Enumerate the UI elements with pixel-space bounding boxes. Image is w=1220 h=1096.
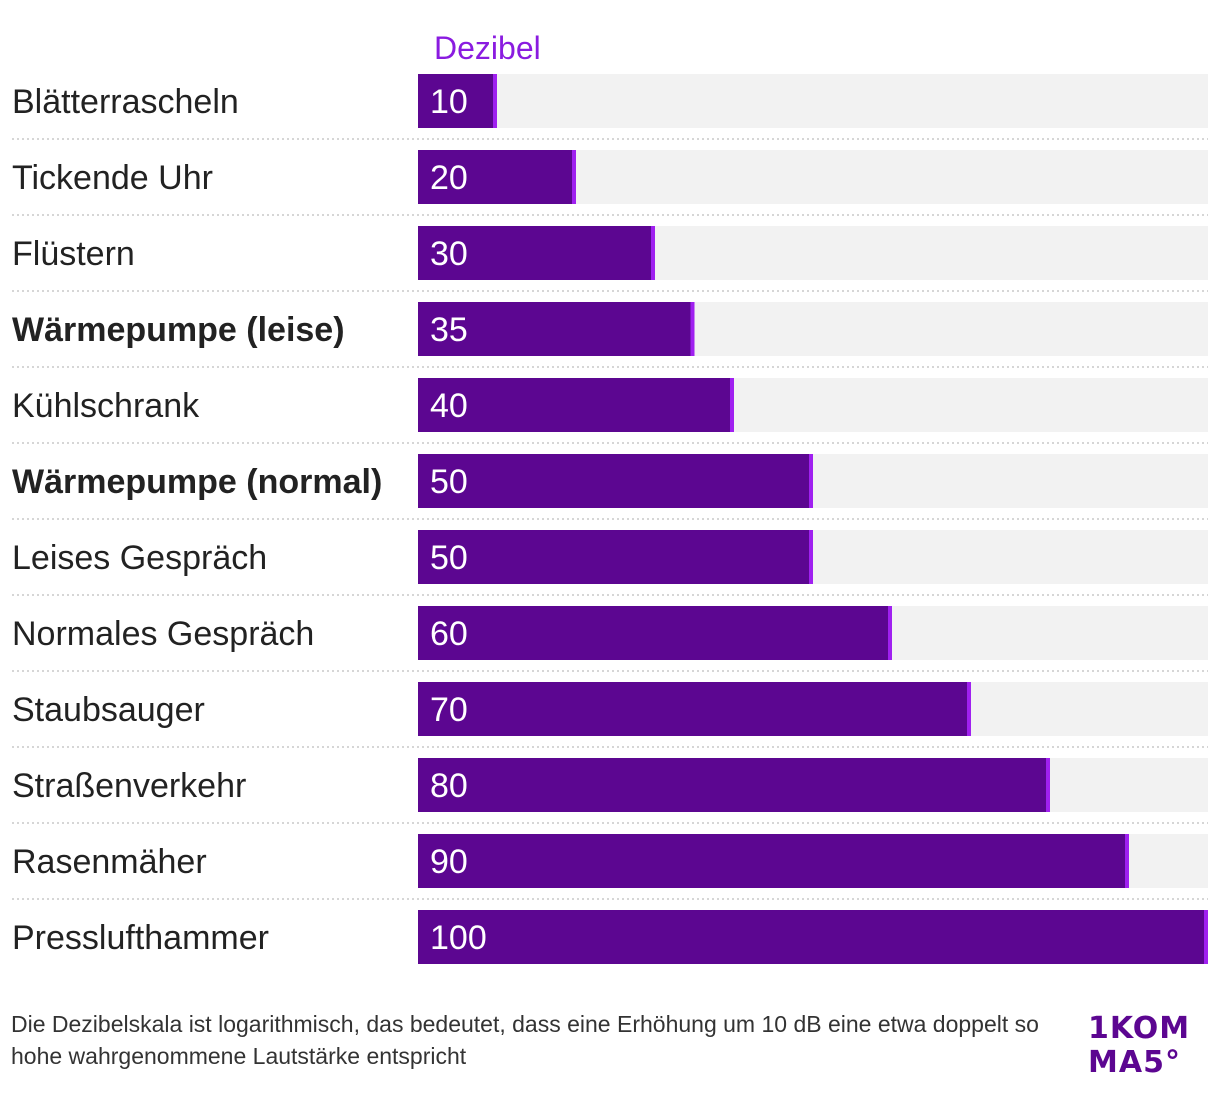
value-label: 80 — [430, 767, 468, 805]
category-label: Flüstern — [12, 235, 135, 273]
category-label: Staubsauger — [12, 691, 205, 729]
value-label: 35 — [430, 311, 468, 349]
category-label: Blätterrascheln — [12, 83, 239, 121]
bar-chart: Dezibel Blätterrascheln 10 Tickende Uhr 20 Fl… — [12, 30, 1208, 964]
category-label: Kühlschrank — [12, 387, 200, 425]
bar — [418, 150, 576, 204]
bar-end-marker — [690, 302, 695, 356]
bar — [418, 302, 695, 356]
bar — [418, 454, 813, 508]
value-label: 50 — [430, 539, 468, 577]
category-label: Straßenverkehr — [12, 767, 246, 805]
bar-end-marker — [572, 150, 576, 204]
value-label: 30 — [430, 235, 468, 273]
value-label: 60 — [430, 615, 468, 653]
brand-logo: 1KOM MA5° — [1088, 1012, 1208, 1080]
bar — [418, 606, 892, 660]
bar-end-marker — [1046, 758, 1050, 812]
bar — [418, 226, 655, 280]
category-label: Tickende Uhr — [12, 159, 213, 197]
bar — [418, 834, 1129, 888]
bar-end-marker — [809, 454, 813, 508]
value-label: 70 — [430, 691, 468, 729]
category-label: Leises Gespräch — [12, 539, 267, 577]
logo-line-1: 1KOM — [1088, 1011, 1191, 1046]
bar — [418, 910, 1208, 964]
bar-track — [418, 74, 1208, 128]
bar — [418, 74, 497, 128]
bar — [418, 378, 734, 432]
value-label: 40 — [430, 387, 468, 425]
value-label: 10 — [430, 83, 468, 121]
category-label: Normales Gespräch — [12, 615, 314, 653]
value-label: 20 — [430, 159, 468, 197]
bar-end-marker — [493, 74, 497, 128]
bar — [418, 682, 971, 736]
bar — [418, 530, 813, 584]
bar-end-marker — [967, 682, 971, 736]
category-label: Wärmepumpe (normal) — [12, 463, 382, 501]
bar-end-marker — [1125, 834, 1129, 888]
bar-end-marker — [809, 530, 813, 584]
bar-end-marker — [1204, 910, 1208, 964]
category-label: Rasenmäher — [12, 843, 207, 881]
category-label: Wärmepumpe (leise) — [12, 311, 345, 349]
bar-end-marker — [651, 226, 655, 280]
bar-end-marker — [888, 606, 892, 660]
value-label: 90 — [430, 843, 468, 881]
column-header: Dezibel — [434, 30, 541, 66]
logo-line-2: MA5° — [1088, 1045, 1181, 1080]
value-label: 100 — [430, 919, 487, 957]
bar — [418, 758, 1050, 812]
bar-end-marker — [730, 378, 734, 432]
chart-footnote: Die Dezibelskala ist logarithmisch, das … — [11, 1011, 1039, 1069]
value-label: 50 — [430, 463, 468, 501]
category-label: Presslufthammer — [12, 919, 269, 957]
